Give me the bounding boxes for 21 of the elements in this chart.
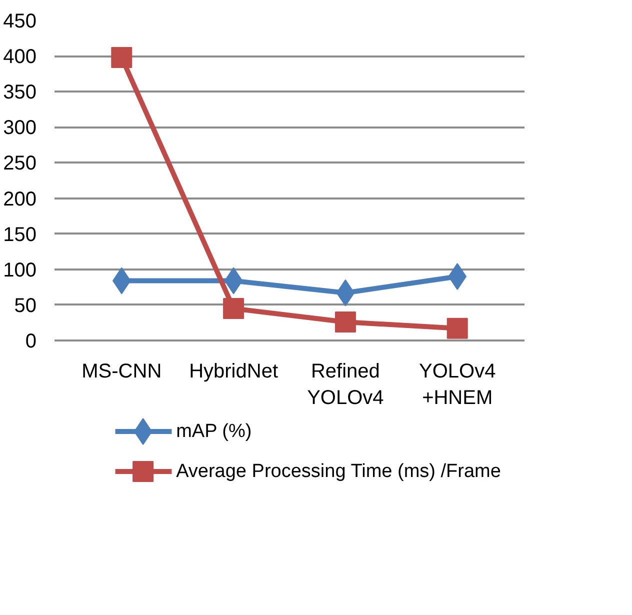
x-tick-label: Refined YOLOv4 [307,360,384,409]
x-tick-label: MS-CNN [82,360,162,382]
y-tick-label: 200 [3,188,37,210]
point [111,46,132,68]
y-tick-label: 300 [3,117,37,140]
legend-label: mAP (%) [176,421,252,442]
y-tick-label: 250 [3,152,37,175]
y-tick-label: 150 [3,224,37,246]
point [446,318,468,339]
point [223,298,244,319]
y-tick-label: 400 [3,46,37,68]
x-tick-label: YOLOv4 +HNEM [419,360,496,409]
x-tick-label: HybridNet [189,360,278,382]
point [334,312,356,333]
y-tick-label: 350 [3,82,37,104]
point [448,263,467,290]
y-tick-label: 100 [3,259,37,282]
y-tick-label: 450 [3,10,37,32]
y-tick-label: 0 [25,330,36,352]
y-tick-label: 50 [14,294,37,317]
legend-label: Average Processing Time (ms) /Frame [176,461,501,482]
